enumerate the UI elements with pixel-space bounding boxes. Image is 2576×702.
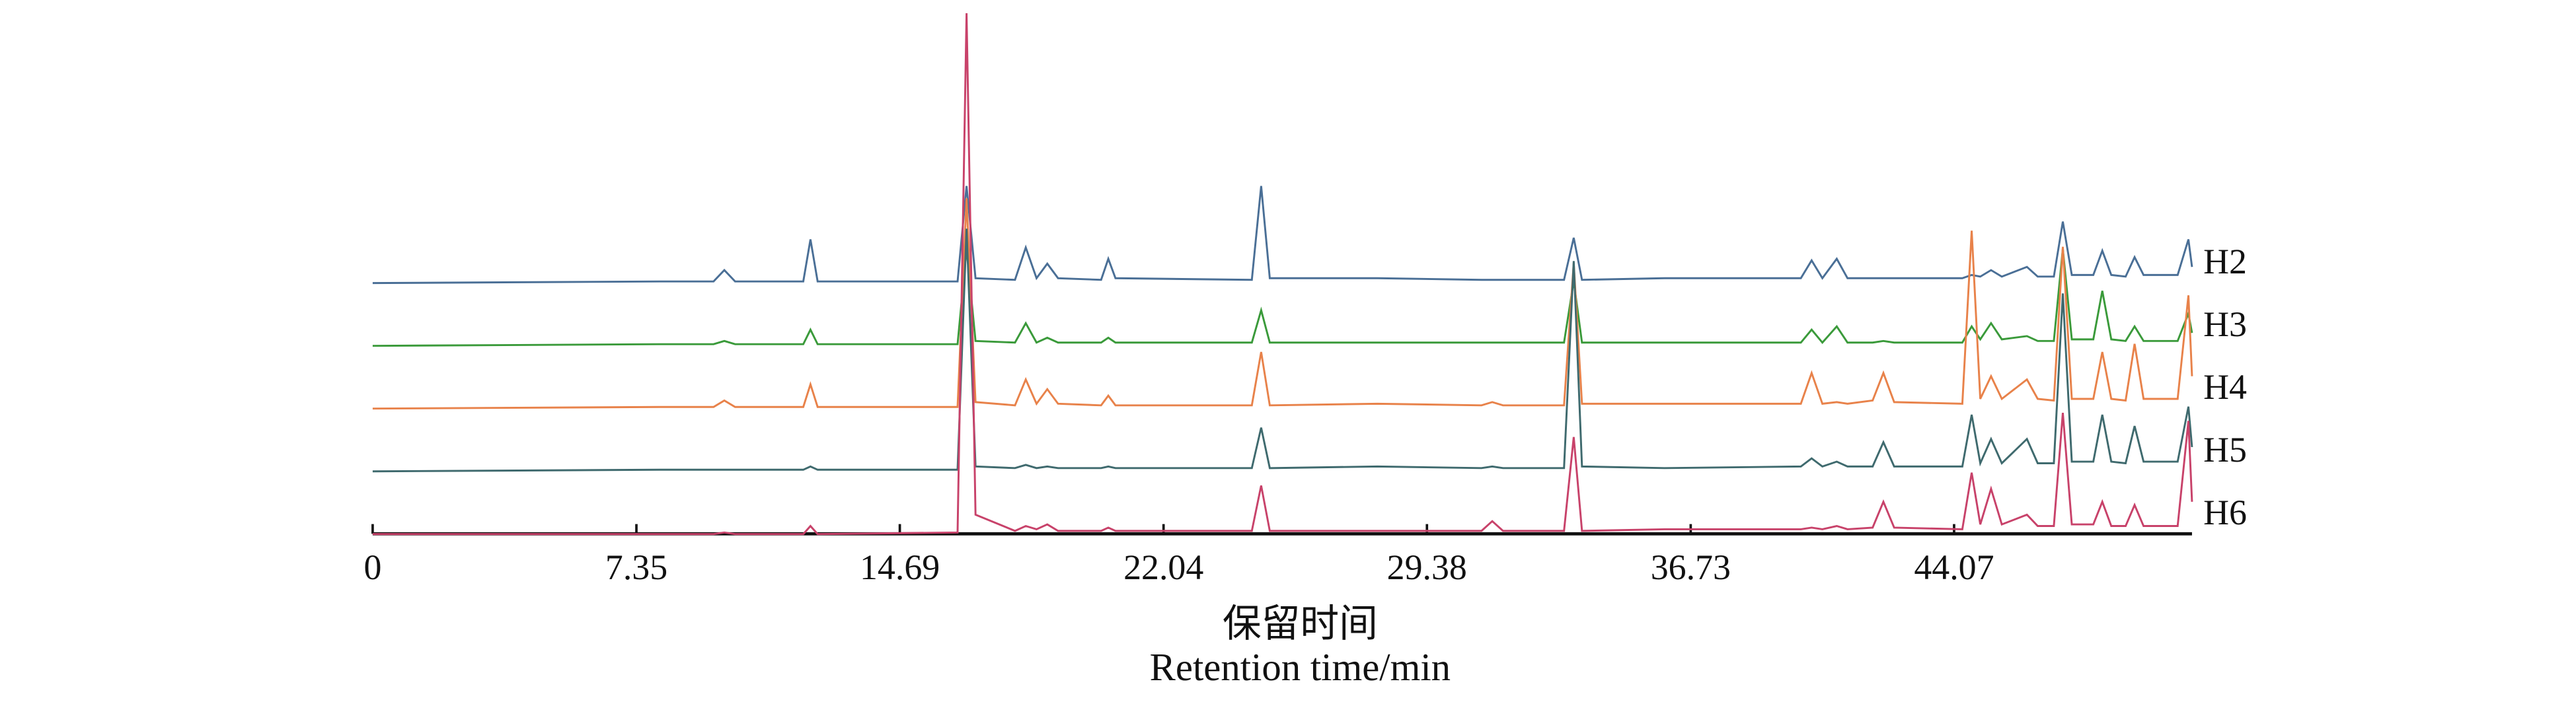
trace: [372, 198, 2193, 410]
x-axis-title: Retention time/min: [1150, 646, 1451, 689]
trace: [372, 248, 2193, 347]
series-label: H2: [2203, 242, 2247, 281]
series-label: H5: [2203, 430, 2247, 470]
x-tick-label: 14.69: [860, 547, 940, 587]
series-label: H3: [2203, 304, 2247, 344]
x-tick-label: 0: [363, 547, 381, 587]
series-label: H6: [2203, 493, 2247, 532]
trace: [372, 13, 2193, 536]
trace: [372, 228, 2193, 473]
x-tick-label: 44.07: [1914, 547, 1994, 587]
x-tick-label: 22.04: [1123, 547, 1203, 587]
x-tick-label: 36.73: [1651, 547, 1731, 587]
trace: [372, 186, 2193, 285]
x-axis-title-cn: 保留时间: [1223, 602, 1378, 645]
x-tick-label: 29.38: [1387, 547, 1467, 587]
x-tick-label: 7.35: [605, 547, 667, 587]
series-label: H4: [2203, 367, 2247, 407]
